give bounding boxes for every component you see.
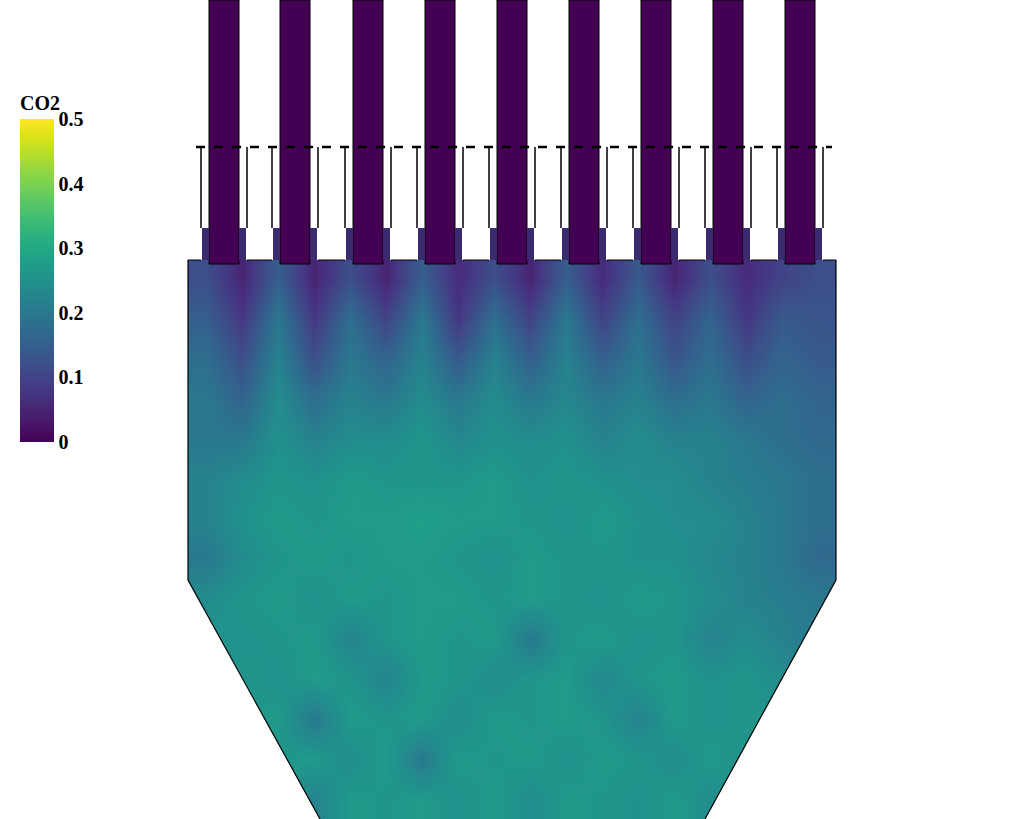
- svg-text:CO2: CO2: [20, 92, 60, 114]
- svg-text:0.4: 0.4: [59, 173, 84, 195]
- svg-text:0.2: 0.2: [59, 302, 84, 324]
- svg-text:0.1: 0.1: [59, 366, 84, 388]
- svg-text:0.3: 0.3: [59, 237, 84, 259]
- svg-text:0: 0: [59, 431, 69, 453]
- svg-text:0.5: 0.5: [59, 108, 84, 130]
